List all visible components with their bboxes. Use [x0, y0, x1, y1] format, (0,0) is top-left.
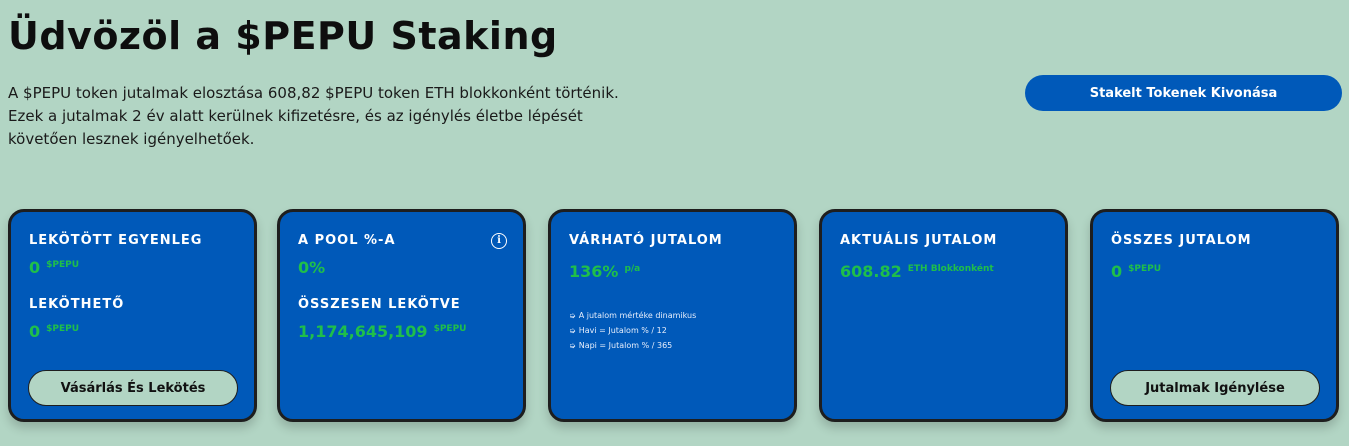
total-staked-unit: $PEPU [433, 324, 467, 334]
expected-reward-amount: 136% [569, 262, 619, 281]
locked-balance-label: LEKÖTÖTT EGYENLEG [29, 233, 203, 248]
lockable-amount: 0 [29, 322, 41, 341]
current-reward-unit: ETH Blokkonként [907, 264, 994, 274]
reward-note: ➭ Havi = Jutalom % / 12 [569, 326, 667, 335]
reward-note: ➭ Napi = Jutalom % / 365 [569, 341, 673, 350]
lockable-value: 0 $PEPU [29, 322, 79, 341]
page-title: Üdvözöl a $PEPU Staking [8, 14, 558, 58]
intro-text: A $PEPU token jutalmak elosztása 608,82 … [8, 82, 668, 151]
locked-balance-card: LEKÖTÖTT EGYENLEG 0 $PEPU LEKÖTHETŐ 0 $PEP… [8, 209, 257, 422]
total-reward-unit: $PEPU [1128, 264, 1162, 274]
total-reward-label: ÖSSZES JUTALOM [1111, 233, 1252, 248]
pool-share-card: A POOL %-A i 0% ÖSSZESEN LEKÖTVE 1,174,6… [277, 209, 526, 422]
pool-share-amount: 0% [298, 258, 326, 277]
current-reward-label: AKTUÁLIS JUTALOM [840, 233, 998, 248]
current-reward-card: AKTUÁLIS JUTALOM 608.82 ETH Blokkonként [819, 209, 1068, 422]
lockable-label: LEKÖTHETŐ [29, 297, 125, 312]
arrow-icon: ➭ [569, 311, 576, 320]
total-reward-amount: 0 [1111, 262, 1123, 281]
buy-and-stake-button[interactable]: Vásárlás És Lekötés [28, 370, 238, 406]
current-reward-amount: 608.82 [840, 262, 902, 281]
total-staked-value: 1,174,645,109 $PEPU [298, 322, 466, 341]
intro-line: A $PEPU token jutalmak elosztása 608,82 … [8, 84, 619, 102]
withdraw-staked-button[interactable]: Stakelt Tokenek Kivonása [1025, 75, 1342, 111]
total-reward-value: 0 $PEPU [1111, 262, 1161, 281]
current-reward-value: 608.82 ETH Blokkonként [840, 262, 994, 281]
total-staked-label: ÖSSZESEN LEKÖTVE [298, 297, 461, 312]
reward-note: ➭ A jutalom mértéke dinamikus [569, 311, 697, 320]
intro-line: követően lesznek igényelhetőek. [8, 130, 255, 148]
locked-balance-amount: 0 [29, 258, 41, 277]
expected-reward-unit: p/a [624, 264, 641, 274]
pool-share-label: A POOL %-A [298, 233, 396, 248]
expected-reward-label: VÁRHATÓ JUTALOM [569, 233, 723, 248]
locked-balance-unit: $PEPU [46, 260, 80, 270]
info-icon[interactable]: i [491, 233, 507, 249]
arrow-icon: ➭ [569, 326, 576, 335]
reward-notes: ➭ A jutalom mértéke dinamikus ➭ Havi = Jut… [569, 308, 696, 353]
pool-share-value: 0% [298, 258, 325, 277]
expected-reward-value: 136% p/a [569, 262, 640, 281]
lockable-unit: $PEPU [46, 324, 80, 334]
intro-line: Ezek a jutalmak 2 év alatt kerülnek kifi… [8, 107, 583, 125]
total-staked-amount: 1,174,645,109 [298, 322, 428, 341]
locked-balance-value: 0 $PEPU [29, 258, 79, 277]
claim-rewards-button[interactable]: Jutalmak Igénylése [1110, 370, 1320, 406]
arrow-icon: ➭ [569, 341, 576, 350]
expected-reward-card: VÁRHATÓ JUTALOM 136% p/a ➭ A jutalom mérté… [548, 209, 797, 422]
total-reward-card: ÖSSZES JUTALOM 0 $PEPU Jutalmak Igénylése [1090, 209, 1339, 422]
